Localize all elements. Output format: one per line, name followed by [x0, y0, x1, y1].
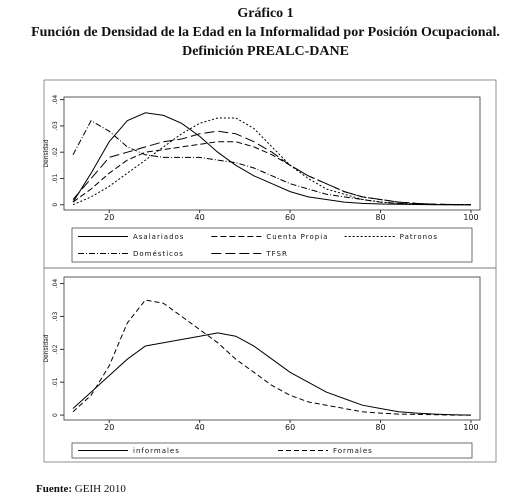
x-tick-label: 80 [375, 423, 385, 432]
y-tick-label: 0 [52, 203, 59, 207]
y-tick-label: .03 [52, 311, 59, 321]
legend-label: Domésticos [133, 250, 184, 258]
legend-label: informales [133, 447, 180, 455]
x-tick-label: 100 [463, 213, 478, 222]
legend-label: Patronos [400, 233, 438, 241]
legend-box [71, 442, 473, 459]
y-tick-label: .02 [52, 344, 59, 354]
density-line [72, 141, 472, 206]
x-tick-label: 80 [375, 213, 385, 222]
legend-label: TFSR [265, 250, 288, 258]
x-tick-label: 60 [285, 423, 295, 432]
density-line [72, 112, 471, 206]
density-line [72, 130, 472, 206]
density-line [72, 299, 471, 416]
figure-title: Función de Densidad de la Edad en la Inf… [31, 25, 500, 40]
legend-box [71, 227, 473, 263]
source-text: GEIH 2010 [74, 483, 126, 495]
legend-label: Formales [333, 447, 373, 455]
y-tick-label: .01 [52, 377, 59, 387]
y-axis-label: Densidad [43, 334, 50, 362]
y-axis-label: Densidad [43, 139, 50, 167]
source-label: Fuente: [36, 483, 73, 495]
source: Fuente: GEIH 2010 [36, 483, 126, 495]
x-tick-label: 60 [285, 213, 295, 222]
figure-subtitle: Definición PREALC-DANE [182, 44, 349, 59]
density-line [72, 117, 471, 206]
y-tick-label: 0 [52, 413, 59, 417]
legend-label: Asalariados [133, 233, 184, 241]
y-tick-label: .04 [52, 279, 59, 289]
x-tick-label: 100 [463, 423, 478, 432]
x-tick-label: 20 [104, 213, 114, 222]
panel-frame [43, 267, 497, 463]
y-tick-label: .01 [52, 174, 59, 184]
y-tick-label: .02 [52, 147, 59, 157]
x-tick-label: 40 [195, 423, 205, 432]
plot-frame [63, 96, 481, 211]
x-tick-label: 40 [195, 213, 205, 222]
y-tick-label: .04 [52, 95, 59, 105]
legend-label: Cuenta Propia [266, 233, 328, 241]
plot-frame [63, 276, 481, 421]
y-tick-label: .03 [52, 121, 59, 131]
x-tick-label: 20 [104, 423, 114, 432]
density-line [72, 120, 471, 206]
density-line [72, 332, 472, 416]
figure-number: Gráfico 1 [237, 6, 294, 21]
